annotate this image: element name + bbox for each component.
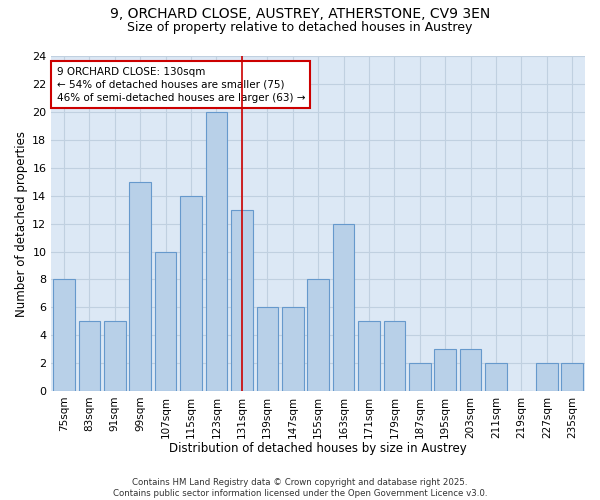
- Bar: [562, 363, 583, 391]
- Bar: [155, 252, 176, 391]
- X-axis label: Distribution of detached houses by size in Austrey: Distribution of detached houses by size …: [169, 442, 467, 455]
- Text: Contains HM Land Registry data © Crown copyright and database right 2025.
Contai: Contains HM Land Registry data © Crown c…: [113, 478, 487, 498]
- Bar: [485, 363, 507, 391]
- Bar: [130, 182, 151, 391]
- Bar: [307, 280, 329, 391]
- Bar: [206, 112, 227, 391]
- Bar: [460, 349, 481, 391]
- Bar: [434, 349, 456, 391]
- Bar: [383, 321, 405, 391]
- Bar: [231, 210, 253, 391]
- Bar: [53, 280, 75, 391]
- Bar: [180, 196, 202, 391]
- Bar: [536, 363, 557, 391]
- Y-axis label: Number of detached properties: Number of detached properties: [15, 130, 28, 316]
- Bar: [257, 308, 278, 391]
- Text: 9 ORCHARD CLOSE: 130sqm
← 54% of detached houses are smaller (75)
46% of semi-de: 9 ORCHARD CLOSE: 130sqm ← 54% of detache…: [56, 66, 305, 103]
- Bar: [358, 321, 380, 391]
- Bar: [409, 363, 431, 391]
- Bar: [333, 224, 355, 391]
- Bar: [104, 321, 125, 391]
- Text: 9, ORCHARD CLOSE, AUSTREY, ATHERSTONE, CV9 3EN: 9, ORCHARD CLOSE, AUSTREY, ATHERSTONE, C…: [110, 8, 490, 22]
- Bar: [79, 321, 100, 391]
- Bar: [282, 308, 304, 391]
- Text: Size of property relative to detached houses in Austrey: Size of property relative to detached ho…: [127, 21, 473, 34]
